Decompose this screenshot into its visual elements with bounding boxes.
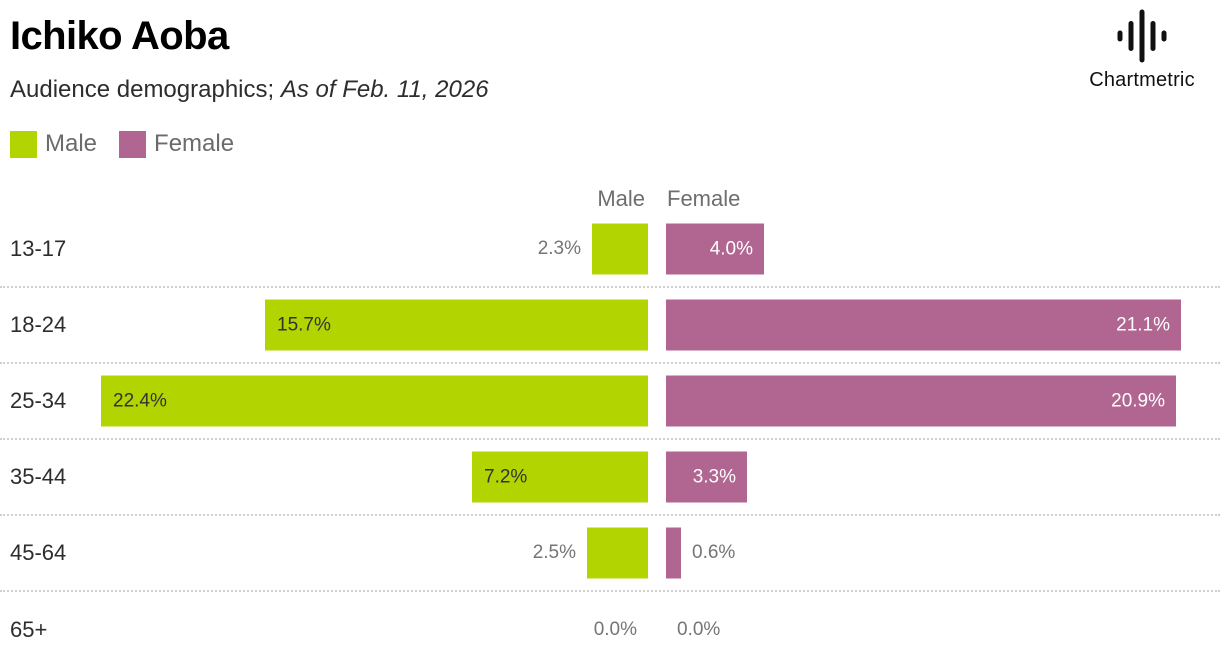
subtitle-text: Audience demographics; xyxy=(10,76,281,103)
female-zone: 0.6% xyxy=(666,516,1220,590)
male-zone: 2.5% xyxy=(0,516,648,590)
legend-swatch-female xyxy=(119,130,147,158)
page-title: Ichiko Aoba xyxy=(10,14,229,58)
male-value-label: 2.5% xyxy=(532,542,576,563)
male-bar xyxy=(592,223,648,275)
male-value-label: 0.0% xyxy=(593,619,637,640)
male-value-label: 2.3% xyxy=(537,238,581,259)
legend-label-male: Male xyxy=(45,130,98,157)
age-label: 45-64 xyxy=(10,540,67,565)
brand-name: Chartmetric xyxy=(1089,69,1195,91)
demo-row: 45-64 2.5% 0.6% xyxy=(0,516,1220,592)
waveform-icon xyxy=(1117,9,1167,63)
female-bar: 20.9% xyxy=(666,375,1176,427)
female-value-label: 0.0% xyxy=(677,619,721,640)
demo-row: 35-44 7.2% 3.3% xyxy=(0,440,1220,516)
male-bar: 22.4% xyxy=(101,375,648,427)
age-label: 35-44 xyxy=(10,464,67,489)
age-label: 13-17 xyxy=(10,236,67,261)
female-zone: 4.0% xyxy=(666,212,1220,286)
female-bar: 3.3% xyxy=(666,451,747,503)
chart-rows: 13-17 2.3% 4.0% 18-24 15.7% 21.1% 25-34 22.4% 20… xyxy=(0,212,1220,668)
male-zone: 2.3% xyxy=(0,212,648,286)
age-label: 65+ xyxy=(10,617,48,642)
legend-swatch-male xyxy=(10,130,37,158)
female-value-label: 21.1% xyxy=(1116,314,1170,335)
age-label: 18-24 xyxy=(10,312,67,337)
column-header-male: Male xyxy=(597,186,645,211)
female-value-label: 3.3% xyxy=(692,466,736,487)
age-label: 25-34 xyxy=(10,388,67,413)
male-zone: 22.4% xyxy=(0,364,648,438)
female-zone: 21.1% xyxy=(666,288,1220,362)
legend-label-female: Female xyxy=(154,130,235,157)
male-value-label: 15.7% xyxy=(277,314,331,335)
column-header-female: Female xyxy=(667,186,741,211)
female-bar xyxy=(666,527,681,579)
male-bar xyxy=(587,527,648,579)
male-value-label: 22.4% xyxy=(113,390,167,411)
female-value-label: 4.0% xyxy=(709,238,753,259)
chartmetric-logo: Chartmetric xyxy=(1076,8,1208,91)
female-bar: 4.0% xyxy=(666,223,764,275)
male-zone: 7.2% xyxy=(0,440,648,514)
male-value-label: 7.2% xyxy=(484,466,528,487)
female-bar: 21.1% xyxy=(666,299,1181,351)
female-value-label: 0.6% xyxy=(692,542,736,563)
female-zone: 0.0% xyxy=(666,592,1220,668)
demo-row: 25-34 22.4% 20.9% xyxy=(0,364,1220,440)
male-zone: 0.0% xyxy=(0,592,648,668)
subtitle-date: As of Feb. 11, 2026 xyxy=(280,76,489,103)
demo-row: 18-24 15.7% 21.1% xyxy=(0,288,1220,364)
male-zone: 15.7% xyxy=(0,288,648,362)
male-bar: 7.2% xyxy=(472,451,648,503)
male-bar: 15.7% xyxy=(265,299,648,351)
demo-row: 13-17 2.3% 4.0% xyxy=(0,212,1220,288)
female-zone: 3.3% xyxy=(666,440,1220,514)
demo-row: 65+ 0.0% 0.0% xyxy=(0,592,1220,668)
legend: Male Female xyxy=(10,130,1220,158)
column-headers: Male Female xyxy=(0,184,1220,212)
female-value-label: 20.9% xyxy=(1111,390,1165,411)
page-subtitle: Audience demographics; As of Feb. 11, 20… xyxy=(10,76,1220,104)
female-zone: 20.9% xyxy=(666,364,1220,438)
